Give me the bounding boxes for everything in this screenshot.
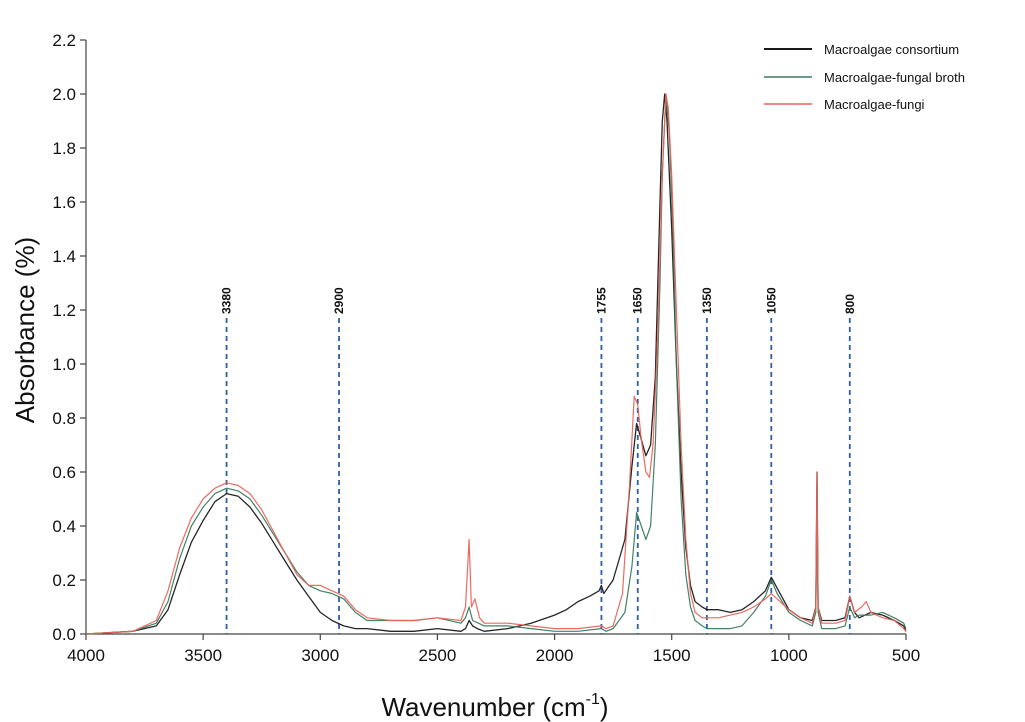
x-tick-label: 1000 — [770, 646, 808, 665]
peak-marker-label: 1350 — [700, 287, 714, 314]
y-tick-label: 1.8 — [52, 139, 76, 158]
x-axis-title: Wavenumber (cm-1) — [381, 691, 608, 722]
peak-marker-label: 1650 — [631, 287, 645, 314]
legend-label-fungi: Macroalgae-fungi — [824, 97, 925, 112]
series-line-1 — [85, 93, 907, 635]
y-tick-label: 0.8 — [52, 409, 76, 428]
series-line-2 — [85, 93, 907, 635]
y-tick-label: 0.2 — [52, 571, 76, 590]
x-tick-label: 4000 — [67, 646, 105, 665]
axes — [85, 40, 906, 635]
x-tick-label: 2000 — [536, 646, 574, 665]
y-tick-label: 0.4 — [52, 517, 76, 536]
y-tick-label: 1.6 — [52, 193, 76, 212]
series-lines — [85, 93, 907, 635]
legend-item-fungal-broth: Macroalgae-fungal broth — [764, 70, 965, 85]
y-tick-label: 2.2 — [52, 31, 76, 50]
y-tick-label: 0.6 — [52, 463, 76, 482]
peak-marker-label: 1755 — [594, 287, 608, 314]
x-axis-title-sup: -1 — [586, 691, 600, 708]
peak-marker-label: 2900 — [332, 287, 346, 314]
peak-markers: 3380 2900 1755 1650 1350 1050 800 — [220, 287, 857, 634]
y-tick-label: 1.4 — [52, 247, 76, 266]
x-tick-label: 1500 — [653, 646, 691, 665]
x-tick-label: 3000 — [301, 646, 339, 665]
series-line-0 — [85, 93, 907, 635]
legend-item-fungi: Macroalgae-fungi — [764, 97, 925, 112]
peak-marker-label: 800 — [843, 294, 857, 314]
x-tick-label: 500 — [892, 646, 920, 665]
legend-item-consortium: Macroalgae consortium — [764, 42, 959, 57]
y-tick-label: 0.0 — [52, 625, 76, 644]
peak-marker-label: 1050 — [764, 287, 778, 314]
legend-label-consortium: Macroalgae consortium — [824, 42, 959, 57]
x-tick-label: 2500 — [419, 646, 457, 665]
x-tick-label: 3500 — [184, 646, 222, 665]
peak-marker-label: 3380 — [220, 287, 234, 314]
y-tick-label: 1.2 — [52, 301, 76, 320]
y-tick-label: 1.0 — [52, 355, 76, 374]
y-ticks: 0.0 0.2 0.4 0.6 0.8 1.0 1.2 1.4 1.6 1.8 2.0 2.2 — [52, 31, 86, 644]
y-axis-title: Absorbance (%) — [10, 237, 40, 423]
x-axis-title-main: Wavenumber (cm — [381, 692, 585, 722]
legend-label-fungal-broth: Macroalgae-fungal broth — [824, 70, 965, 85]
x-axis-title-end: ) — [600, 692, 609, 722]
y-tick-label: 2.0 — [52, 85, 76, 104]
x-ticks: 4000 3500 3000 2500 2000 1500 1000 500 — [67, 634, 920, 665]
legend: Macroalgae consortium Macroalgae-fungal … — [764, 42, 965, 112]
